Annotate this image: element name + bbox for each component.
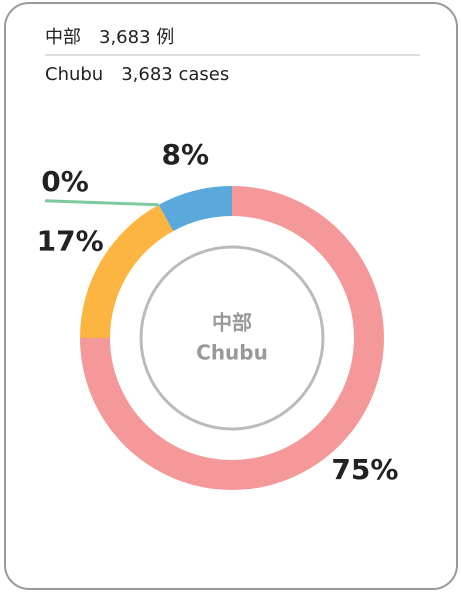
center-label: Chubu xyxy=(196,341,268,365)
center-label: 中部 xyxy=(212,311,252,335)
leader-line xyxy=(44,199,159,207)
value-label: 75% xyxy=(331,453,398,486)
value-label: 8% xyxy=(161,138,209,171)
header-subtitle: Chubu 3,683 cases xyxy=(45,64,229,85)
slice xyxy=(158,186,232,232)
card xyxy=(4,2,458,590)
value-label: 0% xyxy=(41,165,89,198)
header-title: 中部 3,683 例 xyxy=(45,27,174,48)
inner-ring xyxy=(139,245,325,431)
value-label: 17% xyxy=(37,224,104,257)
slice xyxy=(80,204,174,338)
